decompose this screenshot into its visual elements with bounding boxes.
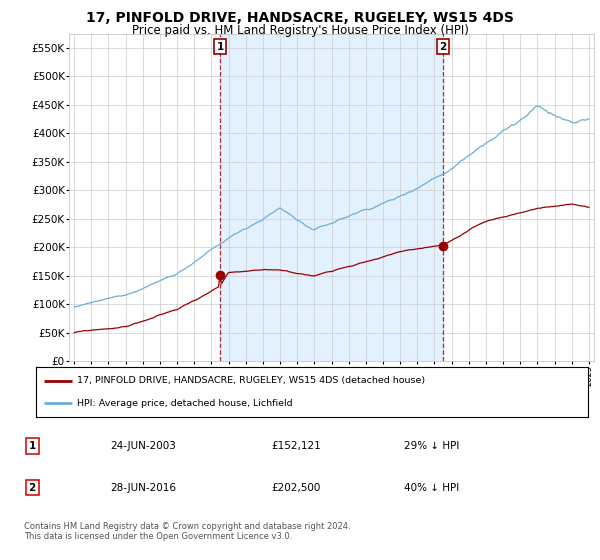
Text: 40% ↓ HPI: 40% ↓ HPI (404, 483, 459, 493)
Text: Price paid vs. HM Land Registry's House Price Index (HPI): Price paid vs. HM Land Registry's House … (131, 24, 469, 37)
Text: 17, PINFOLD DRIVE, HANDSACRE, RUGELEY, WS15 4DS: 17, PINFOLD DRIVE, HANDSACRE, RUGELEY, W… (86, 11, 514, 25)
Text: £152,121: £152,121 (271, 441, 321, 451)
Text: 1: 1 (29, 441, 36, 451)
Text: 29% ↓ HPI: 29% ↓ HPI (404, 441, 459, 451)
Text: 24-JUN-2003: 24-JUN-2003 (110, 441, 176, 451)
Text: HPI: Average price, detached house, Lichfield: HPI: Average price, detached house, Lich… (77, 399, 293, 408)
Text: This data is licensed under the Open Government Licence v3.0.: This data is licensed under the Open Gov… (24, 532, 292, 541)
Text: 2: 2 (439, 42, 446, 52)
Text: 28-JUN-2016: 28-JUN-2016 (110, 483, 176, 493)
Text: Contains HM Land Registry data © Crown copyright and database right 2024.: Contains HM Land Registry data © Crown c… (24, 522, 350, 531)
Bar (220, 34, 443, 361)
Text: £202,500: £202,500 (271, 483, 320, 493)
Text: 17, PINFOLD DRIVE, HANDSACRE, RUGELEY, WS15 4DS (detached house): 17, PINFOLD DRIVE, HANDSACRE, RUGELEY, W… (77, 376, 425, 385)
Text: 2: 2 (29, 483, 36, 493)
Text: 1: 1 (217, 42, 224, 52)
